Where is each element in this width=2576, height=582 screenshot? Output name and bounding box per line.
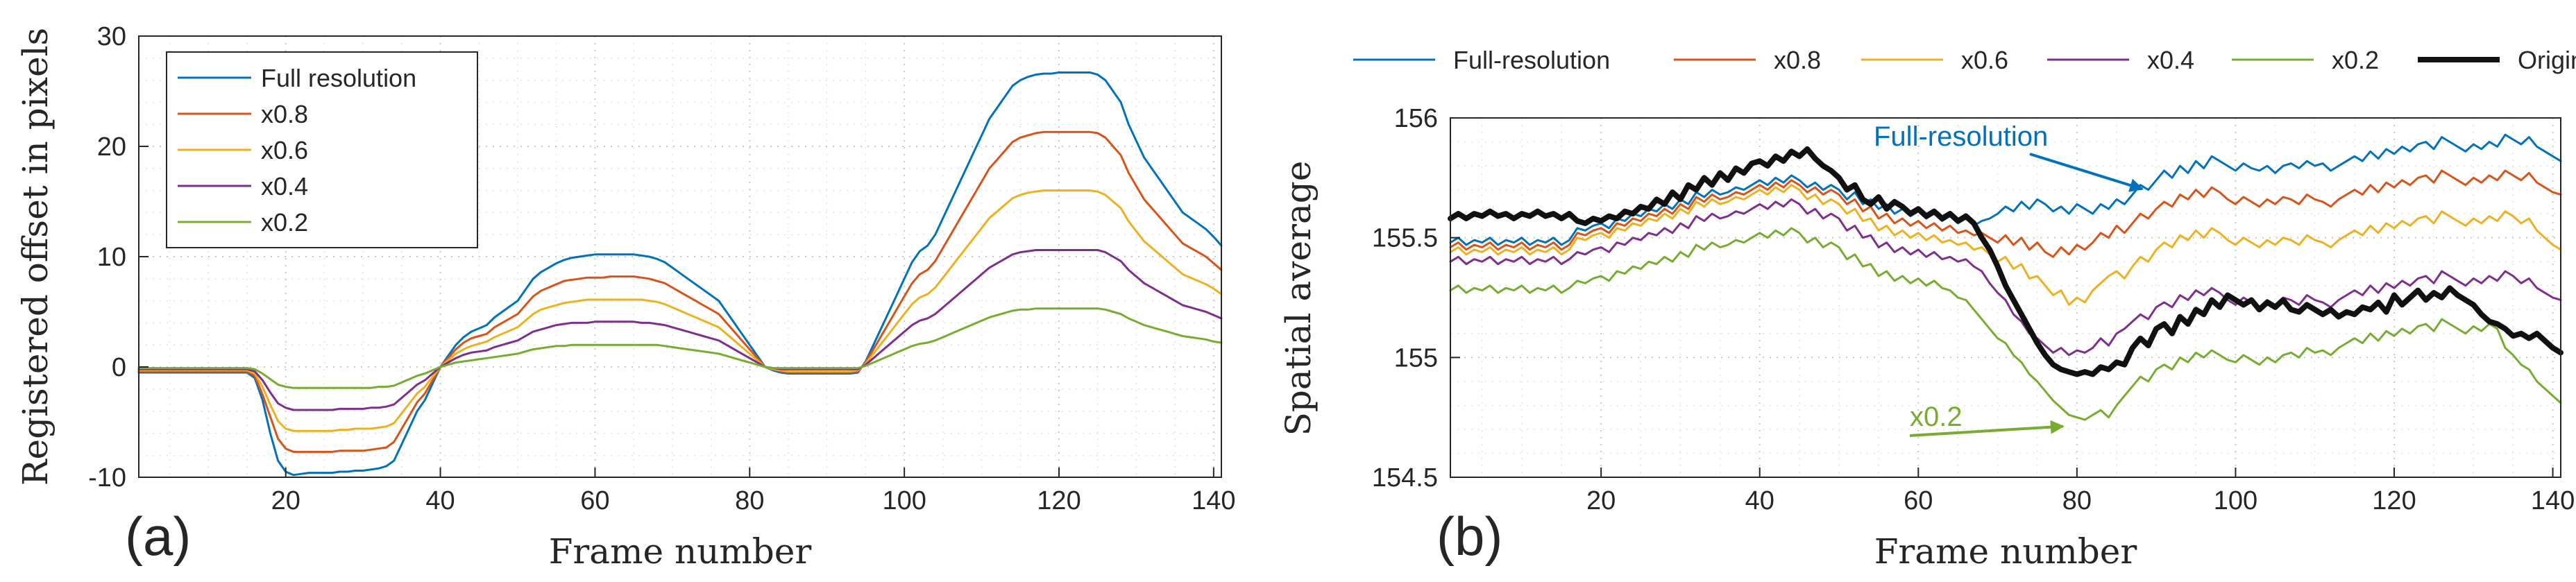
- panel-a-legend: Full resolution x0.8 x0.6 x0.4 x0.2: [166, 51, 478, 248]
- x-tick-label: 100: [882, 486, 926, 515]
- annotation-arrow-x0-2: [1909, 420, 2065, 437]
- panel-b-legend: Full-resolution x0.8 x0.6 x0.4 x0.2 Original: [1353, 46, 2576, 74]
- x-tick-label: 40: [425, 486, 455, 515]
- panel-a-chart: 20 40 60 80 100 120 140 -10 0 10 20 30 Frame number…: [15, 22, 1236, 572]
- series-line-x0-6: [137, 189, 1223, 432]
- x-tick-label: 80: [2062, 486, 2092, 515]
- legend-label-x0-6: x0.6: [261, 136, 308, 164]
- y-tick-label: 155.5: [1372, 224, 1438, 253]
- legend-label-full-resolution: Full-resolution: [1453, 46, 1610, 74]
- legend-label-x0-8: x0.8: [261, 100, 308, 128]
- legend-label-x0-6: x0.6: [1961, 46, 2008, 74]
- panel-b-plot-area: [1450, 118, 2561, 477]
- legend-label-x0-8: x0.8: [1774, 46, 1821, 74]
- panel-a-y-axis-label: Registered offset in pixels: [15, 28, 56, 486]
- panel-b-x-axis-label: Frame number: [1874, 531, 2137, 572]
- legend-label-original: Original: [2518, 46, 2576, 74]
- panel-a-ticks: 20 40 60 80 100 120 140 -10 0 10 20 30: [88, 22, 1235, 515]
- x-tick-label: 60: [1904, 486, 1933, 515]
- panel-b-series: [1448, 133, 2564, 421]
- series-line-full-resolution: [137, 71, 1223, 477]
- series-line-x0-2: [137, 307, 1223, 389]
- x-tick-label: 20: [271, 486, 300, 515]
- series-line-x0-8: [1449, 169, 2562, 258]
- series-line-x0-2: [1449, 227, 2562, 421]
- panel-b-label: (b): [1437, 506, 1502, 567]
- panel-a-series: [137, 71, 1223, 477]
- annotation-full-resolution: Full-resolution: [1874, 121, 2048, 152]
- legend-label-x0-4: x0.4: [261, 172, 308, 200]
- x-tick-label: 80: [735, 486, 764, 515]
- y-tick-label: -10: [88, 463, 126, 493]
- x-tick-label: 140: [1192, 486, 1235, 515]
- y-tick-label: 10: [97, 243, 126, 272]
- x-tick-label: 120: [2372, 486, 2416, 515]
- panel-a-label: (a): [125, 506, 191, 567]
- y-tick-label: 155: [1394, 343, 1438, 373]
- series-line-x0-4: [137, 249, 1223, 411]
- series-line-x0-8: [137, 130, 1223, 453]
- x-tick-label: 120: [1037, 486, 1081, 515]
- panel-b-axes-box: [1450, 117, 2561, 478]
- x-tick-label: 20: [1586, 486, 1616, 515]
- y-tick-label: 20: [97, 132, 126, 162]
- x-tick-label: 140: [2531, 486, 2575, 515]
- annotation-arrow-full-resolution: [2029, 153, 2144, 192]
- legend-label-x0-2: x0.2: [2332, 46, 2379, 74]
- x-tick-label: 100: [2214, 486, 2257, 515]
- panel-b-ticks: 20 40 60 80 100 120 140 154.5 155 155.5 156: [1372, 104, 2575, 515]
- legend-label-full-resolution: Full resolution: [261, 64, 416, 92]
- legend-label-x0-4: x0.4: [2147, 46, 2194, 74]
- annotation-x0-2: x0.2: [1910, 402, 1963, 432]
- x-tick-label: 60: [580, 486, 609, 515]
- y-tick-label: 30: [97, 22, 126, 51]
- panel-b-annotations: Full-resolution x0.2: [1874, 121, 2144, 437]
- panel-b-y-axis-label: Spatial average: [1278, 161, 1319, 436]
- legend-label-x0-2: x0.2: [261, 208, 308, 237]
- y-tick-label: 154.5: [1372, 463, 1438, 493]
- y-tick-label: 0: [112, 353, 126, 382]
- panel-a-x-axis-label: Frame number: [549, 531, 812, 572]
- series-line-x0-6: [1449, 184, 2562, 306]
- series-line-original: [1448, 146, 2564, 377]
- x-tick-label: 40: [1745, 486, 1774, 515]
- panel-b-chart: 20 40 60 80 100 120 140 154.5 155 155.5 156 Frame …: [1278, 46, 2576, 572]
- series-line-x0-4: [1449, 198, 2562, 357]
- y-tick-label: 156: [1394, 104, 1438, 133]
